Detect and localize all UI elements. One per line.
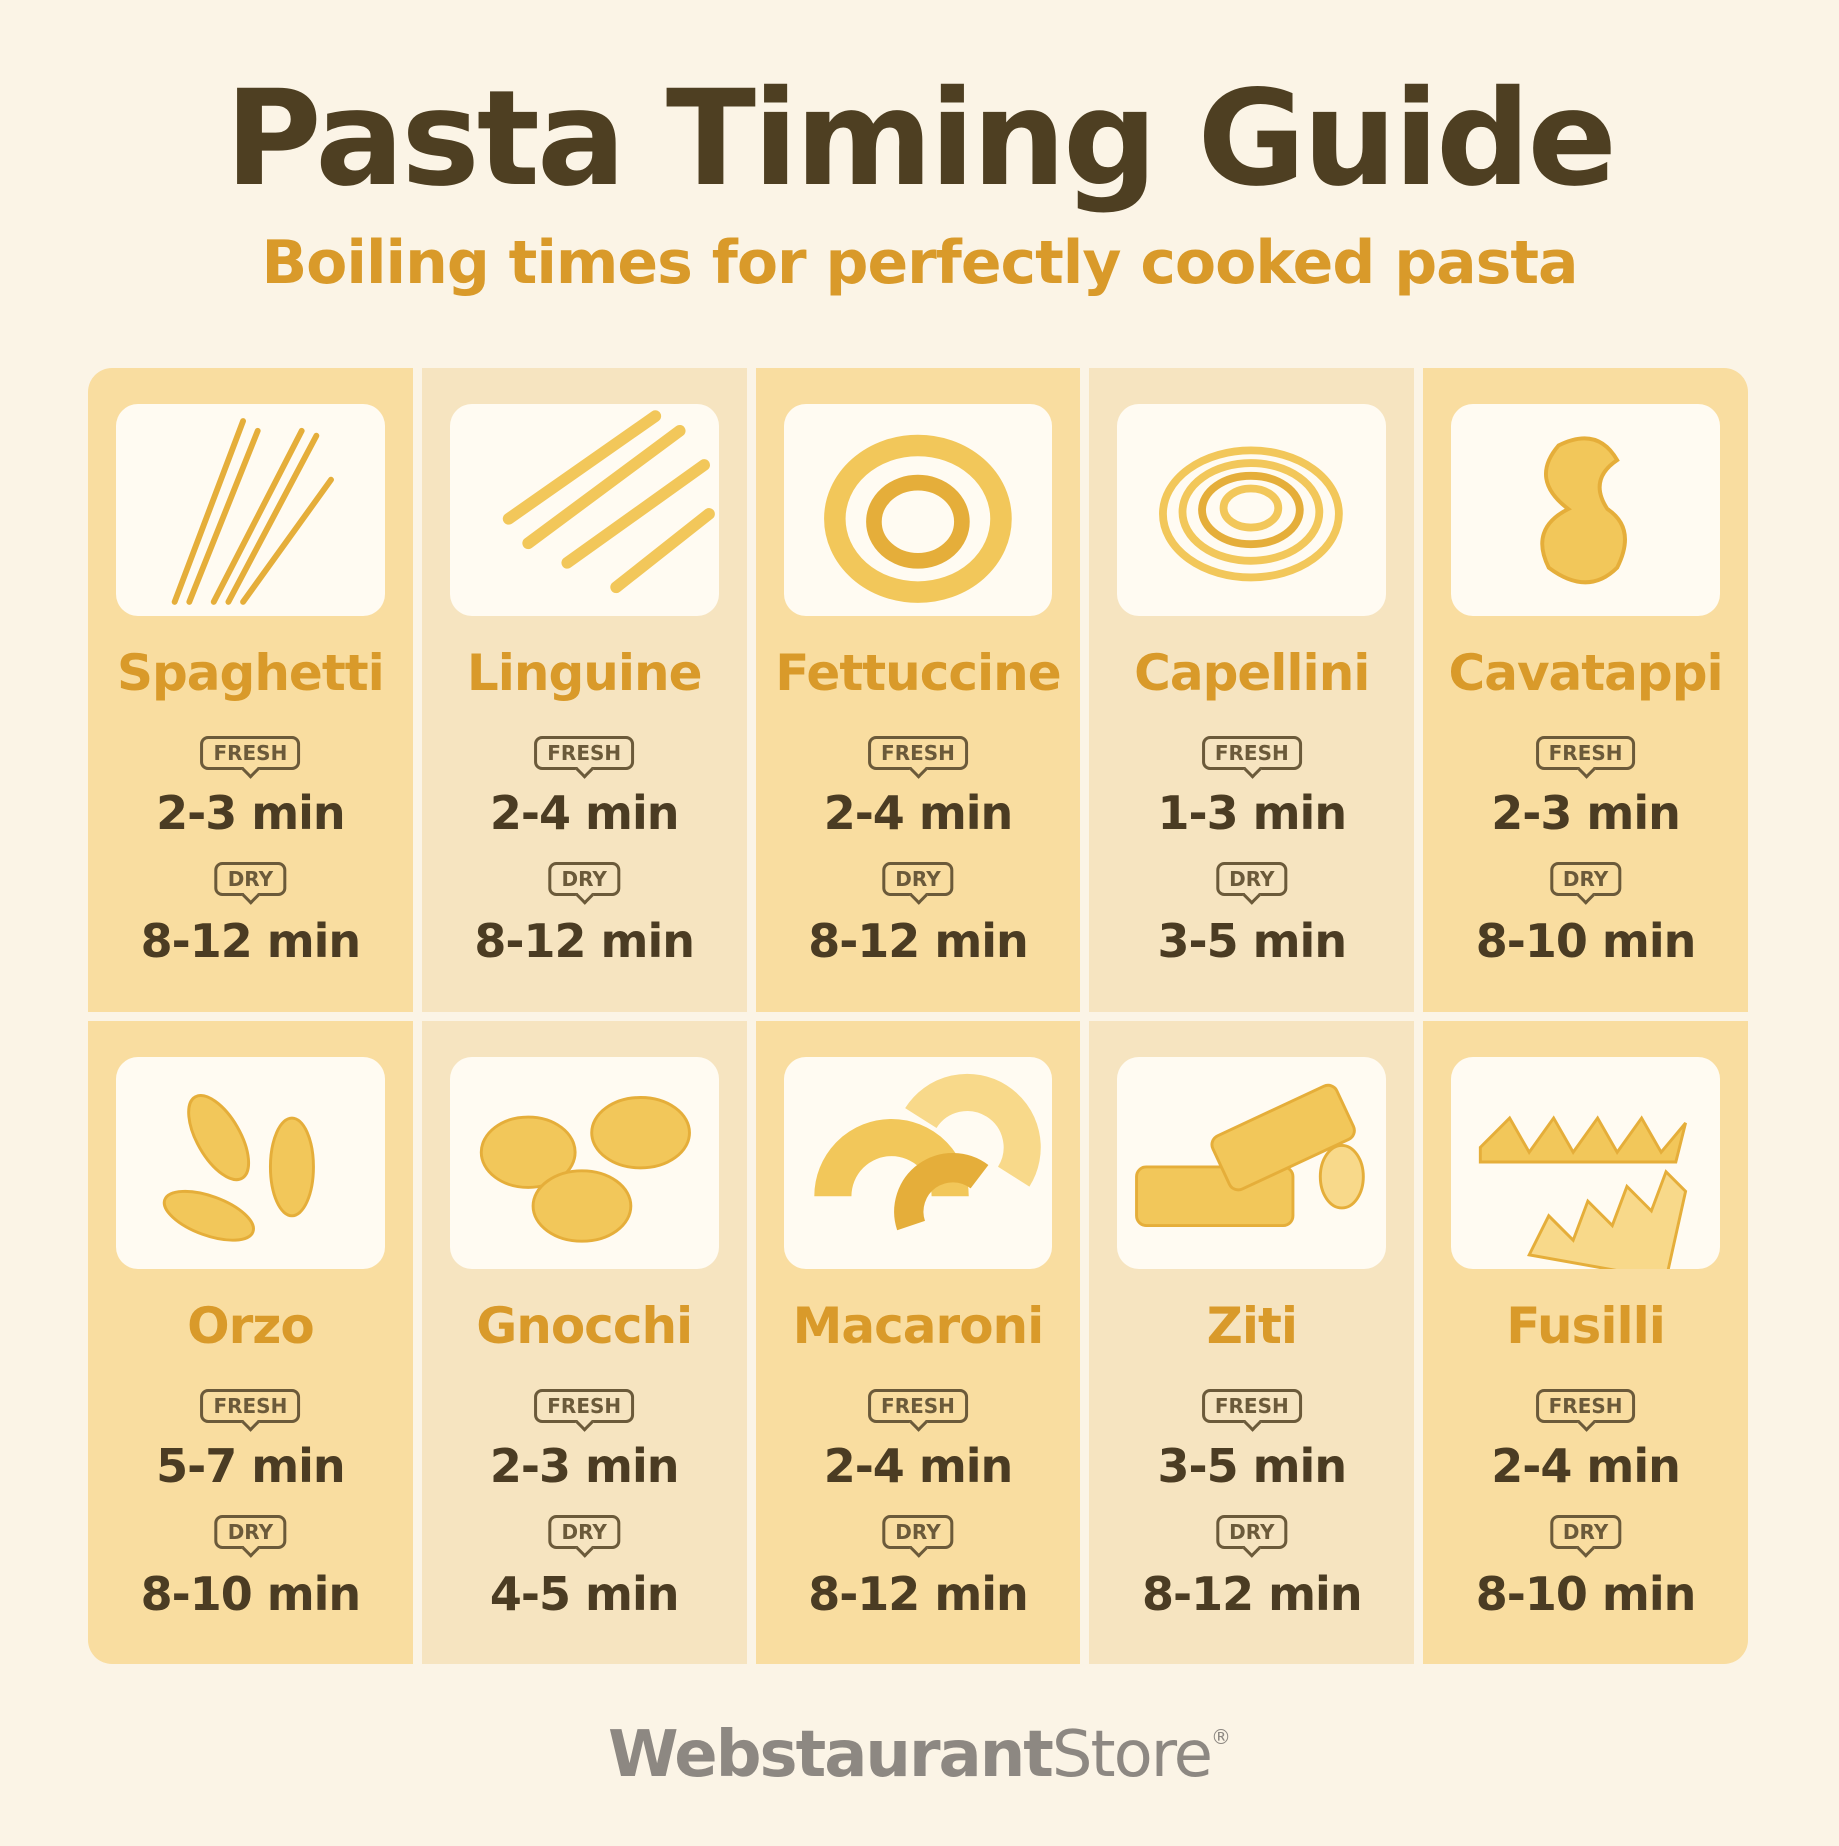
dry-badge: DRY	[882, 862, 954, 896]
fresh-badge: FRESH	[1201, 1388, 1302, 1423]
pasta-icon	[1479, 1114, 1688, 1281]
dry-time: 8-10 min	[140, 1566, 362, 1621]
pasta-card: Macaroni FRESH 2-4 min DRY 8-12 min	[755, 1020, 1081, 1664]
pasta-name: Linguine	[466, 644, 703, 702]
pasta-icon	[479, 1095, 691, 1243]
dry-badge: DRY	[214, 862, 287, 896]
dry-time: 3-5 min	[1157, 914, 1348, 968]
pasta-card: Fettuccine FRESH 2-4 min DRY 8-12 min	[755, 368, 1081, 1012]
fresh-badge: FRESH	[1535, 1388, 1636, 1423]
dry-time: 8-10 min	[1475, 1566, 1697, 1621]
brand-light: Store	[1051, 1718, 1213, 1792]
pasta-name: Fusilli	[1506, 1296, 1666, 1355]
pasta-icon	[171, 418, 334, 605]
pasta-card: Ziti FRESH 3-5 min DRY 8-12 min	[1089, 1020, 1415, 1664]
pasta-icon	[823, 434, 1012, 603]
dry-time: 8-12 min	[474, 914, 695, 968]
pasta-illustration	[783, 1056, 1053, 1269]
pasta-name: Gnocchi	[476, 1296, 693, 1355]
pasta-illustration	[449, 1056, 719, 1269]
pasta-card: Spaghetti FRESH 2-3 min DRY 8-12 min	[88, 368, 413, 1012]
fresh-time: 2-4 min	[823, 786, 1014, 840]
dry-badge: DRY	[1549, 1514, 1622, 1549]
fresh-badge: FRESH	[534, 1388, 635, 1423]
subtitle: Boiling times for perfectly cooked pasta	[261, 228, 1578, 298]
brand-bold: Webstaurant	[607, 1718, 1054, 1792]
pasta-card: Cavatappi FRESH 2-3 min DRY 8-10 min	[1423, 368, 1748, 1012]
pasta-name: Ziti	[1206, 1296, 1298, 1355]
pasta-card: Orzo FRESH 5-7 min DRY 8-10 min	[88, 1020, 413, 1664]
fresh-badge: FRESH	[1535, 736, 1636, 770]
dry-time: 8-12 min	[1142, 1566, 1363, 1621]
pasta-name: Orzo	[187, 1296, 315, 1355]
fresh-badge: FRESH	[1201, 736, 1302, 770]
pasta-card: Gnocchi FRESH 2-3 min DRY 4-5 min	[421, 1020, 747, 1664]
pasta-illustration	[783, 404, 1053, 616]
dry-badge: DRY	[548, 862, 620, 896]
pasta-icon	[813, 1073, 1041, 1230]
fresh-badge: FRESH	[868, 736, 968, 770]
pasta-icon	[1135, 1083, 1366, 1227]
dry-badge: DRY	[214, 1514, 287, 1549]
dry-badge: DRY	[548, 1514, 620, 1549]
pasta-illustration	[116, 1056, 385, 1269]
fresh-badge: FRESH	[868, 1388, 968, 1423]
fresh-badge: FRESH	[200, 1388, 301, 1423]
pasta-icon	[162, 1093, 315, 1242]
pasta-icon	[502, 410, 715, 594]
pasta-icon	[1540, 436, 1628, 585]
fresh-time: 5-7 min	[156, 1438, 346, 1493]
pasta-illustration	[116, 404, 385, 616]
pasta-illustration	[1117, 404, 1387, 616]
pasta-card: Linguine FRESH 2-4 min DRY 8-12 min	[421, 368, 747, 1012]
pasta-name: Spaghetti	[117, 644, 385, 702]
fresh-time: 2-3 min	[1491, 786, 1681, 840]
dry-time: 8-12 min	[808, 914, 1029, 968]
pasta-name: Macaroni	[792, 1296, 1045, 1355]
dry-badge: DRY	[1549, 862, 1622, 896]
brand: WebstaurantStore®	[0, 1718, 1839, 1792]
pasta-illustration	[449, 404, 719, 616]
dry-badge: DRY	[882, 1514, 954, 1549]
pasta-card: Fusilli FRESH 2-4 min DRY 8-10 min	[1423, 1020, 1748, 1664]
pasta-icon	[1159, 446, 1344, 582]
dry-time: 4-5 min	[489, 1566, 680, 1621]
pasta-card: Capellini FRESH 1-3 min DRY 3-5 min	[1089, 368, 1415, 1012]
dry-time: 8-10 min	[1475, 914, 1697, 968]
dry-badge: DRY	[1216, 1514, 1288, 1549]
pasta-name: Cavatappi	[1448, 644, 1724, 702]
fresh-time: 3-5 min	[1157, 1438, 1348, 1493]
pasta-illustration	[1451, 404, 1720, 616]
pasta-illustration	[1117, 1056, 1387, 1269]
pasta-grid: Spaghetti FRESH 2-3 min DRY 8-12 min Linguine…	[88, 368, 1748, 1664]
pasta-name: Fettuccine	[775, 644, 1061, 702]
fresh-time: 2-3 min	[156, 786, 346, 840]
fresh-badge: FRESH	[534, 736, 635, 770]
pasta-name: Capellini	[1134, 644, 1370, 702]
fresh-time: 2-4 min	[489, 786, 680, 840]
pasta-illustration	[1451, 1056, 1720, 1281]
fresh-time: 2-4 min	[823, 1438, 1014, 1493]
dry-time: 8-12 min	[140, 914, 362, 968]
fresh-time: 2-4 min	[1491, 1438, 1681, 1493]
dry-badge: DRY	[1216, 862, 1288, 896]
brand-mark: ®	[1211, 1725, 1232, 1749]
title: Pasta Timing Guide	[224, 62, 1617, 216]
dry-time: 8-12 min	[808, 1566, 1029, 1621]
fresh-badge: FRESH	[200, 736, 301, 770]
fresh-time: 2-3 min	[489, 1438, 680, 1493]
fresh-time: 1-3 min	[1157, 786, 1348, 840]
